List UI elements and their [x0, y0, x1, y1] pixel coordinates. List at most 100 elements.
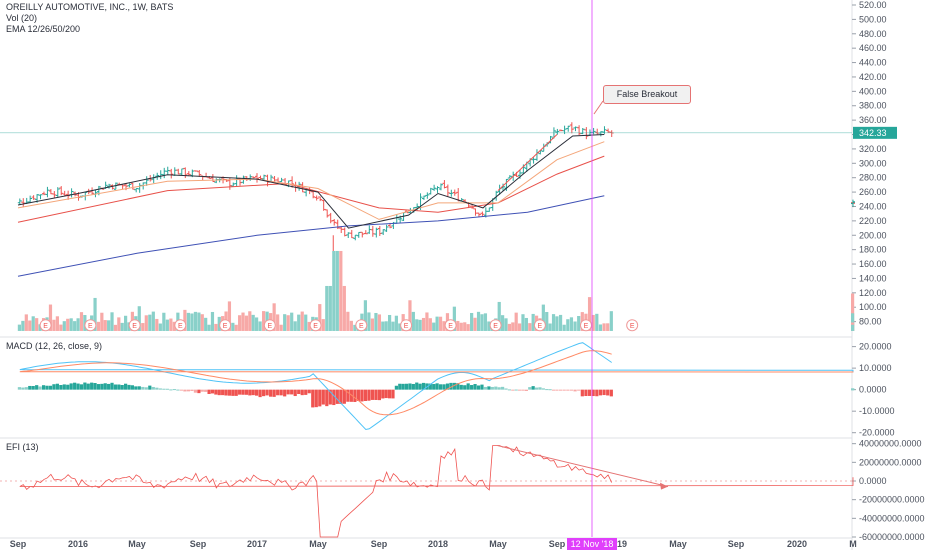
macd-histogram-bar: [328, 389, 332, 405]
macd-histogram-bar: [511, 389, 515, 391]
volume-bar: [602, 323, 606, 331]
trend-line: [497, 134, 558, 192]
macd-histogram-bar: [244, 389, 249, 395]
volume-bar: [411, 311, 415, 331]
volume-bar: [151, 311, 155, 331]
volume-bar: [487, 321, 491, 331]
earnings-marker-label: E: [404, 323, 409, 330]
time-axis-label: May: [309, 539, 327, 549]
volume-bar: [48, 304, 53, 331]
volume-bar: [851, 324, 855, 331]
volume-bar: [342, 285, 346, 331]
macd-histogram-bar: [363, 389, 367, 402]
time-axis-label: Sep: [728, 539, 745, 549]
earnings-marker-label: E: [538, 323, 543, 330]
volume-bar: [31, 316, 35, 331]
last-price-badge: [853, 126, 897, 139]
macd-histogram-bar: [31, 386, 35, 390]
time-axis-label: May: [128, 539, 146, 549]
macd-histogram-bar: [314, 389, 318, 408]
false-breakout-callout[interactable]: False Breakout: [603, 85, 691, 104]
macd-histogram-bar: [221, 389, 225, 396]
volume-bar: [394, 315, 398, 331]
macd-histogram-bar: [401, 383, 405, 390]
macd-histogram-bar: [356, 389, 360, 401]
volume-bar: [227, 301, 232, 331]
macd-tick-label: 0.0000: [859, 385, 887, 395]
time-axis-label: Sep: [371, 539, 388, 549]
volume-bar: [531, 313, 535, 331]
volume-bar: [370, 318, 375, 331]
volume-bar: [501, 315, 505, 331]
macd-histogram-bar: [566, 389, 570, 391]
earnings-marker-label: E: [43, 323, 48, 330]
time-axis-label: 2020: [787, 539, 807, 549]
volume-bar: [62, 321, 66, 331]
earnings-marker: [128, 319, 141, 332]
volume-bar: [231, 322, 235, 331]
time-axis-label: 19: [617, 539, 627, 549]
macd-histogram-bar: [551, 389, 556, 391]
volume-bar: [377, 314, 382, 331]
volume-bar: [200, 314, 204, 331]
price-tick-label: 460.00: [859, 43, 887, 53]
macd-histogram-bar: [370, 389, 375, 400]
volume-bar: [17, 324, 22, 331]
macd-histogram-bar: [497, 387, 501, 390]
macd-histogram-bar: [214, 389, 218, 395]
time-axis-label: May: [489, 539, 507, 549]
volume-bar: [363, 300, 367, 331]
macd-histogram-bar: [113, 384, 118, 390]
price-tick-label: 300.00: [859, 158, 887, 168]
volume-legend: Vol (20): [6, 13, 38, 23]
volume-bar: [293, 321, 297, 331]
earnings-marker-label: E: [359, 323, 364, 330]
macd-histogram-bar: [144, 387, 148, 390]
macd-histogram-bar: [41, 385, 46, 390]
earnings-marker-label: E: [448, 323, 453, 330]
macd-histogram-bar: [217, 389, 221, 396]
volume-bar: [93, 297, 97, 331]
macd-histogram-bar: [120, 385, 124, 390]
macd-histogram-bar: [562, 389, 566, 391]
macd-histogram-bar: [28, 385, 32, 390]
macd-histogram-bar: [269, 389, 273, 397]
earnings-marker-label: E: [313, 323, 318, 330]
macd-histogram-bar: [272, 389, 276, 397]
volume-bar: [466, 324, 470, 331]
price-tick-label: 500.00: [859, 14, 887, 24]
efi-tick-label: 20000000.0000: [859, 457, 922, 467]
earnings-marker: [444, 319, 457, 332]
volume-bar: [300, 311, 304, 331]
macd-histogram-bar: [110, 382, 114, 390]
macd-histogram-bar: [387, 389, 392, 399]
volume-bar: [577, 316, 581, 331]
volume-bar: [497, 301, 501, 331]
earnings-marker: [533, 319, 546, 332]
macd-histogram-bar: [367, 389, 371, 401]
volume-bar: [210, 311, 215, 331]
macd-histogram-bar: [534, 387, 539, 390]
macd-histogram-bar: [283, 389, 287, 397]
macd-histogram-bar: [851, 388, 855, 390]
volume-bar: [24, 314, 28, 331]
volume-bar: [374, 312, 378, 331]
macd-histogram-bar: [531, 386, 535, 390]
volume-bar: [391, 321, 395, 331]
macd-histogram-bar: [404, 383, 409, 390]
macd-histogram-bar: [45, 385, 49, 390]
volume-bar: [573, 321, 577, 331]
macd-histogram-bar: [411, 383, 415, 390]
volume-bar: [587, 297, 592, 331]
macd-histogram-bar: [483, 386, 488, 390]
macd-histogram-bar: [394, 385, 398, 390]
volume-bar: [435, 316, 439, 331]
volume-bar: [558, 314, 563, 331]
price-tick-label: 240.00: [859, 201, 887, 211]
macd-histogram-bar: [207, 389, 211, 394]
macd-histogram-bar: [487, 386, 491, 390]
volume-bar: [169, 318, 173, 331]
volume-bar: [325, 285, 329, 331]
macd-tick-label: -10.0000: [859, 406, 895, 416]
